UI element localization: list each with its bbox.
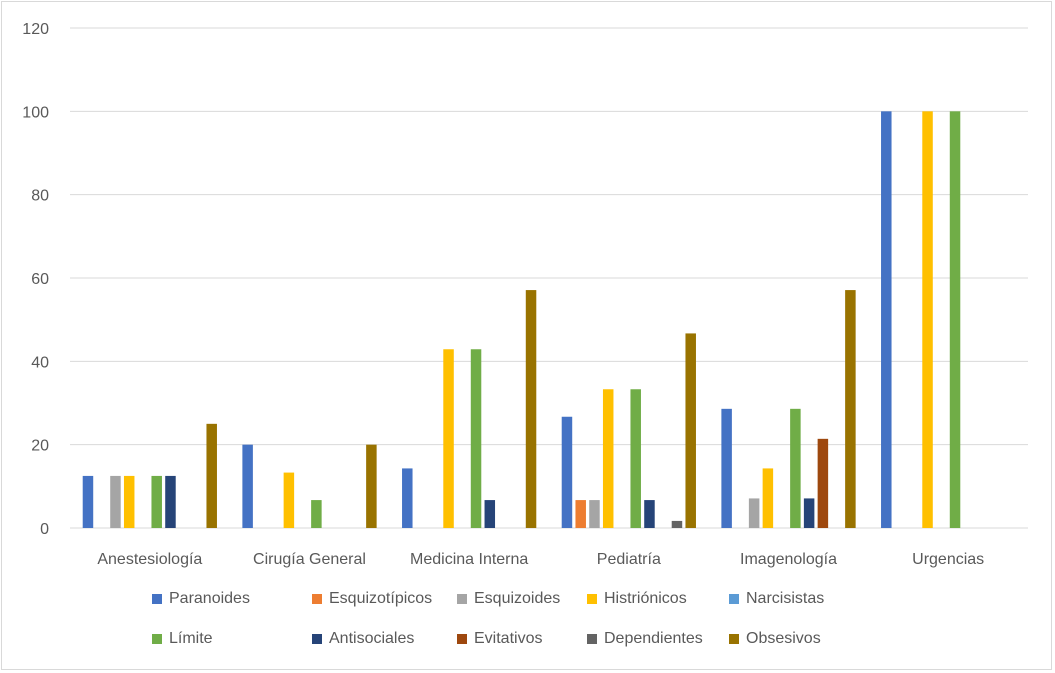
x-tick-label: Cirugía General	[253, 551, 366, 568]
bar	[110, 475, 121, 528]
bar	[151, 475, 162, 528]
legend-label: Límite	[169, 630, 213, 647]
y-tick-label: 0	[40, 521, 49, 538]
legend-label: Esquizotípicos	[329, 590, 433, 607]
legend-swatch	[312, 634, 322, 644]
legend-item: Histriónicos	[587, 590, 729, 608]
bar	[949, 111, 961, 528]
bar	[484, 500, 496, 528]
legend-item: Límite	[152, 630, 312, 648]
legend-swatch	[457, 594, 467, 604]
legend-item: Dependientes	[587, 630, 729, 648]
legend-swatch	[152, 594, 162, 604]
bar	[748, 498, 760, 528]
x-tick-label: Imagenología	[740, 551, 837, 568]
legend-item: Paranoides	[152, 590, 312, 608]
bar	[671, 520, 683, 528]
bar	[283, 472, 295, 528]
legend-label: Esquizoides	[474, 590, 561, 607]
y-axis-ticks: 0 20 40 60 80 100 120	[22, 21, 49, 538]
legend-label: Antisociales	[329, 630, 415, 647]
bar	[206, 423, 217, 528]
bar	[922, 111, 933, 528]
legend-item: Antisociales	[312, 630, 457, 648]
bar	[790, 408, 801, 528]
x-axis-ticks: Anestesiología Cirugía General Medicina In…	[97, 551, 984, 568]
x-tick-label: Medicina Interna	[410, 551, 528, 568]
y-tick-label: 40	[31, 354, 49, 371]
bar	[561, 416, 573, 528]
legend-label: Evitativos	[474, 630, 543, 647]
legend-item: Esquizotípicos	[312, 590, 457, 608]
legend: Paranoides Esquizotípicos Esquizoides Hi…	[152, 587, 912, 667]
bar	[311, 500, 322, 528]
x-tick-label: Pediatría	[597, 551, 661, 568]
bar	[881, 111, 892, 528]
bar	[602, 389, 614, 528]
bar	[685, 333, 696, 528]
bar	[575, 500, 586, 528]
y-tick-label: 20	[31, 438, 49, 455]
y-tick-label: 100	[22, 104, 49, 121]
legend-label: Obsesivos	[746, 630, 821, 647]
bar	[589, 500, 600, 528]
bar	[721, 408, 732, 528]
bar	[165, 475, 176, 528]
bar	[630, 389, 641, 528]
legend-swatch	[457, 634, 467, 644]
legend-label: Narcisistas	[746, 590, 825, 607]
bar	[845, 290, 856, 528]
legend-item: Narcisistas	[729, 590, 859, 608]
legend-swatch	[587, 634, 597, 644]
x-tick-label: Urgencias	[912, 551, 984, 568]
y-tick-label: 60	[31, 271, 49, 288]
bar	[470, 349, 482, 528]
legend-swatch	[729, 634, 739, 644]
bar	[443, 349, 454, 528]
legend-label: Paranoides	[169, 590, 250, 607]
bar	[762, 468, 774, 528]
bar	[644, 500, 655, 528]
gridlines	[70, 27, 1028, 529]
x-tick-label: Anestesiología	[97, 551, 202, 568]
bar	[123, 475, 135, 528]
y-tick-label: 80	[31, 188, 49, 205]
legend-item: Evitativos	[457, 630, 587, 648]
bar	[82, 475, 94, 528]
legend-swatch	[587, 594, 597, 604]
bar	[242, 444, 253, 528]
bar	[525, 290, 537, 528]
legend-label: Dependientes	[604, 630, 703, 647]
bars	[82, 111, 961, 528]
legend-item: Esquizoides	[457, 590, 587, 608]
legend-swatch	[312, 594, 322, 604]
legend-swatch	[729, 594, 739, 604]
legend-item: Obsesivos	[729, 630, 859, 648]
bar	[817, 438, 829, 528]
y-tick-label: 120	[22, 21, 49, 38]
legend-row-1: Paranoides Esquizotípicos Esquizoides Hi…	[152, 587, 912, 611]
legend-label: Histriónicos	[604, 590, 687, 607]
bar	[803, 498, 815, 528]
bar	[366, 444, 377, 528]
legend-row-2: Límite Antisociales Evitativos Dependien…	[152, 627, 912, 651]
bar	[402, 468, 413, 528]
legend-swatch	[152, 634, 162, 644]
